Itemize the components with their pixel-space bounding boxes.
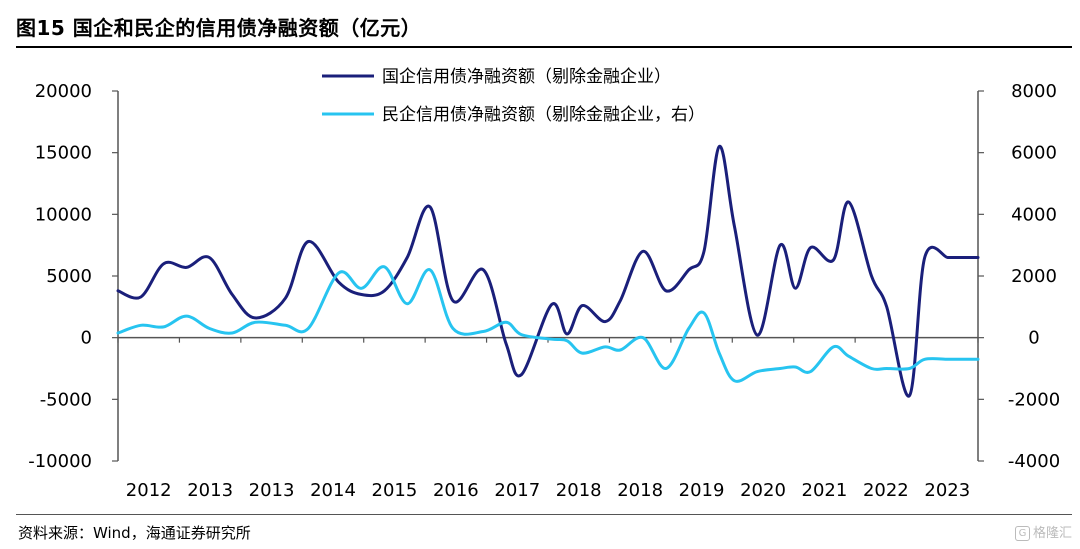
left-y-tick-label: 5000: [46, 266, 92, 287]
chart-series: [116, 144, 980, 398]
right-y-tick-label: 6000: [1011, 143, 1057, 164]
x-tick-label: 2018: [556, 480, 602, 501]
figure-header: 图15 国企和民企的信用债净融资额（亿元）: [0, 0, 1080, 50]
series-line-private: [116, 265, 980, 383]
left-y-tick-label: 10000: [35, 204, 92, 225]
right-y-tick-label: 0: [1028, 328, 1039, 349]
right-y-tick-label: 4000: [1011, 204, 1057, 225]
source-note: 资料来源：Wind，海通证券研究所: [18, 524, 251, 542]
series-line-soe: [116, 144, 980, 398]
x-tick-label: 2015: [372, 480, 418, 501]
legend-label-soe: 国企信用债净融资额（剔除金融企业）: [382, 67, 671, 87]
x-tick-label: 2023: [924, 480, 970, 501]
x-tick-label: 2016: [433, 480, 479, 501]
x-tick-label: 2022: [863, 480, 909, 501]
figure-title: 图15 国企和民企的信用债净融资额（亿元）: [16, 16, 422, 40]
watermark: G 格隆汇: [1014, 522, 1072, 541]
right-y-tick-label: -2000: [1008, 389, 1060, 410]
x-tick-label: 2021: [802, 480, 848, 501]
x-tick-label: 2017: [494, 480, 540, 501]
title-underline: [16, 46, 1072, 48]
left-y-tick-label: 0: [81, 328, 92, 349]
x-tick-label: 2018: [617, 480, 663, 501]
legend-label-private: 民企信用债净融资额（剔除金融企业，右）: [382, 105, 705, 125]
right-y-tick-label: 8000: [1011, 81, 1057, 102]
x-tick-label: 2013: [187, 480, 233, 501]
left-y-tick-label: 20000: [35, 81, 92, 102]
chart-axes: -10000-500005000100001500020000-4000-200…: [28, 81, 1060, 501]
left-y-tick-label: -10000: [28, 451, 92, 472]
x-tick-label: 2020: [740, 480, 786, 501]
left-y-tick-label: -5000: [40, 389, 92, 410]
x-tick-label: 2019: [679, 480, 725, 501]
x-tick-label: 2014: [310, 480, 356, 501]
x-tick-label: 2012: [126, 480, 172, 501]
line-chart: -10000-500005000100001500020000-4000-200…: [28, 67, 1060, 501]
left-y-tick-label: 15000: [35, 143, 92, 164]
chart-legend: 国企信用债净融资额（剔除金融企业） 民企信用债净融资额（剔除金融企业，右）: [322, 67, 705, 125]
watermark-text: 格隆汇: [1032, 526, 1072, 541]
x-tick-label: 2013: [249, 480, 295, 501]
right-y-tick-label: -4000: [1008, 451, 1060, 472]
figure-footer: 资料来源：Wind，海通证券研究所 G 格隆汇: [0, 510, 1080, 549]
footer-rule: [16, 514, 1072, 515]
right-y-tick-label: 2000: [1011, 266, 1057, 287]
watermark-logo-icon: G: [1014, 526, 1030, 541]
